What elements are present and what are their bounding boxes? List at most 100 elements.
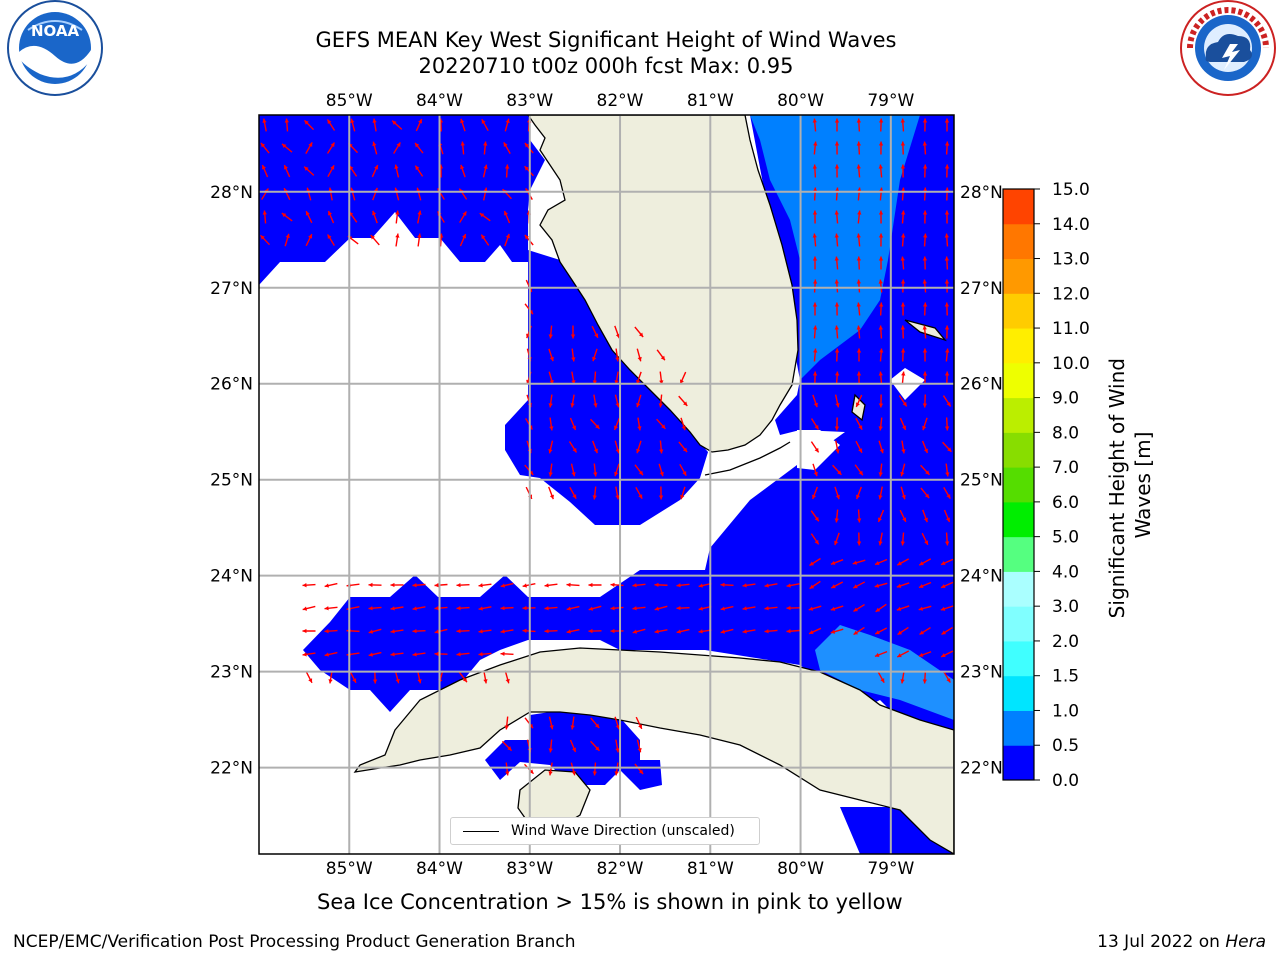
wave-direction-arrow [590,418,600,430]
wave-direction-arrow [654,582,668,588]
wave-direction-arrow [742,583,756,588]
wave-direction-arrow [944,164,950,178]
wave-direction-arrow [944,302,950,316]
wave-direction-arrow [943,487,951,499]
legend-label: Wind Wave Direction (unscaled) [511,823,735,839]
wave-direction-arrow [676,605,690,611]
wave-direction-arrow [500,651,514,657]
wave-direction-arrow [635,486,643,500]
wave-direction-arrow [503,142,511,154]
wave-direction-arrow [302,628,316,634]
wave-direction-arrow [877,509,885,523]
footer-date-text: 13 Jul 2022 on [1097,932,1220,952]
wave-direction-arrow [568,441,578,453]
wave-direction-arrow [327,164,335,178]
wave-direction-arrow [832,464,842,476]
wave-direction-arrow [856,233,861,247]
wave-direction-arrow [834,509,839,523]
wave-direction-arrow [830,605,844,611]
wind-wave-direction-arrows [260,118,954,776]
wave-direction-arrow [900,532,905,546]
wave-direction-arrow [588,628,602,634]
wave-direction-arrow [901,187,906,201]
wave-direction-arrow [614,371,619,385]
wave-direction-arrow [944,371,950,385]
wave-direction-arrow [416,670,422,684]
wave-direction-arrow [922,348,928,362]
wave-direction-arrow [922,670,927,684]
lat-label-left: 23°N [210,663,253,683]
wave-direction-arrow [504,670,510,684]
wave-direction-arrow [922,187,928,201]
wave-direction-arrow [414,165,424,177]
wave-direction-arrow [324,651,338,657]
wave-direction-arrow [764,606,778,611]
lon-label-top: 84°W [416,91,463,111]
colorbar-label-line2: Waves [m] [1131,432,1155,539]
wave-direction-arrow [566,628,580,634]
colorbar-segment [1003,606,1034,642]
wave-direction-arrow [395,210,400,224]
wave-direction-arrow [812,233,817,247]
lat-label-right: 26°N [960,375,1003,395]
latitude-labels-left: 28°N 27°N 26°N 25°N 24°N 23°N 22°N [210,183,253,779]
wave-direction-arrow [878,210,884,224]
legend-line-swatch [463,830,499,832]
wave-direction-arrow [614,463,620,477]
colorbar-tick-label: 12.0 [1052,284,1090,304]
wave-direction-arrow [810,418,820,430]
wave-direction-arrow [834,164,840,178]
wave-direction-arrow [944,141,950,155]
wave-direction-arrow [944,417,950,431]
wave-direction-arrow [856,348,862,362]
wave-direction-arrow [548,348,554,362]
wave-direction-arrow [566,605,580,611]
wave-direction-arrow [901,210,906,224]
wave-direction-arrow [592,486,597,500]
colorbar-tick-label: 5.0 [1052,528,1079,548]
wave-direction-arrow [480,234,490,246]
footer-host: Hera [1225,932,1266,952]
wave-direction-arrow [394,164,400,178]
wave-height-field [259,115,954,854]
wave-direction-arrow [678,441,688,453]
colorbar-tick-label: 14.0 [1052,215,1090,235]
wave-direction-arrow [324,606,338,611]
wave-direction-arrow [483,141,488,155]
wave-direction-arrow [878,440,884,454]
wave-direction-arrow [302,605,316,611]
colorbar-label: Significant Height of Wind Waves [m] [1105,352,1155,619]
colorbar-segment [1003,571,1034,607]
wave-direction-arrow [368,628,382,634]
wave-direction-arrow [676,628,690,634]
wave-direction-arrow [614,325,620,339]
wave-direction-arrow [899,509,907,523]
wave-direction-arrow [570,325,576,339]
wave-direction-arrow [390,629,404,634]
wave-direction-arrow [548,394,553,408]
colorbar-segment [1003,328,1034,364]
colorbar-tick-label: 10.0 [1052,354,1090,374]
wave-direction-arrow [614,762,619,776]
wave-direction-arrow [303,119,315,131]
wave-direction-arrow [544,628,558,634]
lat-label-right: 22°N [960,759,1003,779]
wave-direction-arrow [348,165,358,177]
wave-direction-arrow [813,325,818,339]
chart-title: GEFS MEAN Key West Significant Height of… [315,28,897,52]
wave-direction-arrow [412,606,426,611]
wave-direction-arrow [720,582,734,588]
wave-direction-arrow [900,486,906,500]
wave-direction-arrow [459,211,467,223]
wave-direction-arrow [483,670,488,684]
wave-direction-arrow [878,371,883,385]
wave-direction-arrow [372,670,378,684]
wave-direction-arrow [856,279,861,293]
wave-direction-arrow [393,142,401,154]
wave-direction-arrow [834,394,840,408]
wave-direction-arrow [592,371,597,385]
lon-label-top: 81°W [687,91,734,111]
colorbar-tick-label: 0.0 [1052,771,1079,791]
wave-direction-arrow [918,558,932,566]
wave-direction-arrow [900,325,906,339]
